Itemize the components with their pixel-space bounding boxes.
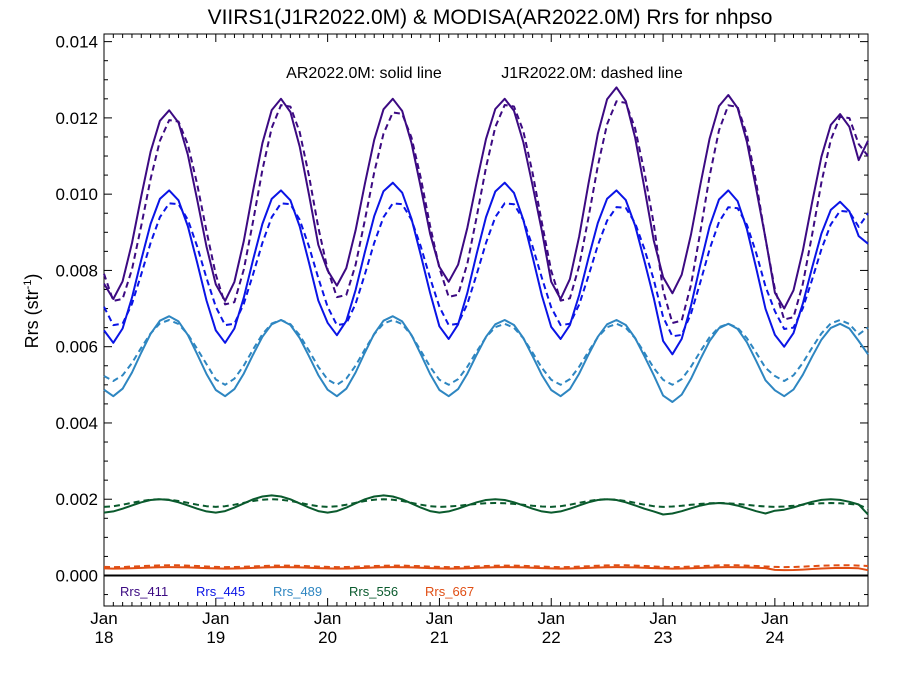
x-tick-label-month: Jan (649, 609, 676, 628)
series-layer (103, 86, 869, 572)
x-tick-label-month: Jan (202, 609, 229, 628)
x-tick-label-month: Jan (538, 609, 565, 628)
chart-title: VIIRS1(J1R2022.0M) & MODISA(AR2022.0M) R… (208, 6, 773, 29)
y-tick-label: 0.002 (55, 490, 98, 509)
dashed-line-note: J1R2022.0M: dashed line (501, 65, 683, 82)
y-axis-label: Rrs (str-1) (22, 274, 42, 349)
y-axis-label-text: Rrs (str (22, 289, 42, 348)
y-tick-label: 0.006 (55, 338, 98, 357)
y-axis-label-close: ) (22, 274, 42, 280)
y-tick-label: 0.008 (55, 261, 98, 280)
series-line-rrs-445-dashed (103, 202, 869, 338)
x-tick-label-month: Jan (761, 609, 788, 628)
legend-item-rrs-411: Rrs_411 (120, 584, 168, 599)
plot-frame (103, 33, 869, 607)
x-tick-label-year: 19 (206, 628, 225, 647)
y-tick-label: 0.010 (55, 185, 98, 204)
x-tick-label-month: Jan (314, 609, 341, 628)
legend-item-rrs-667: Rrs_667 (425, 584, 474, 599)
legend-item-rrs-445: Rrs_445 (196, 584, 245, 599)
y-tick-label: 0.012 (55, 109, 98, 128)
y-tick-label: 0.000 (55, 566, 98, 585)
x-tick-label-year: 21 (430, 628, 449, 647)
x-tick-label-year: 20 (318, 628, 337, 647)
x-tick-label-year: 24 (765, 628, 784, 647)
series-line-rrs-667-dashed (103, 564, 869, 569)
legend: Rrs_411 Rrs_445 Rrs_489 Rrs_556 Rrs_667 (120, 584, 474, 599)
plot-area: 0.000 0.002 0.004 0.006 0.008 0.010 0.012 0.014… (55, 33, 869, 647)
series-line-rrs-411-solid (103, 86, 869, 310)
x-tick-label-year: 22 (542, 628, 561, 647)
solid-line-note: AR2022.0M: solid line (286, 65, 442, 82)
series-line-rrs-667-solid (103, 566, 869, 572)
y-axis: 0.000 0.002 0.004 0.006 0.008 0.010 0.012 0.014 (55, 33, 868, 596)
series-line-rrs-445-solid (103, 181, 869, 356)
y-tick-label: 0.004 (55, 414, 98, 433)
series-line-rrs-489-dashed (103, 319, 869, 386)
x-tick-label-year: 18 (95, 628, 114, 647)
x-tick-label-year: 23 (654, 628, 673, 647)
series-line-rrs-556-dashed (103, 498, 869, 510)
series-line-rrs-556-solid (103, 494, 869, 516)
series-line-rrs-489-solid (103, 315, 869, 403)
legend-item-rrs-489: Rrs_489 (273, 584, 322, 599)
y-tick-label: 0.014 (55, 33, 98, 52)
legend-item-rrs-556: Rrs_556 (349, 584, 398, 599)
x-tick-label-month: Jan (426, 609, 453, 628)
x-tick-label-month: Jan (90, 609, 117, 628)
y-axis-label-superscript: -1 (22, 280, 34, 290)
